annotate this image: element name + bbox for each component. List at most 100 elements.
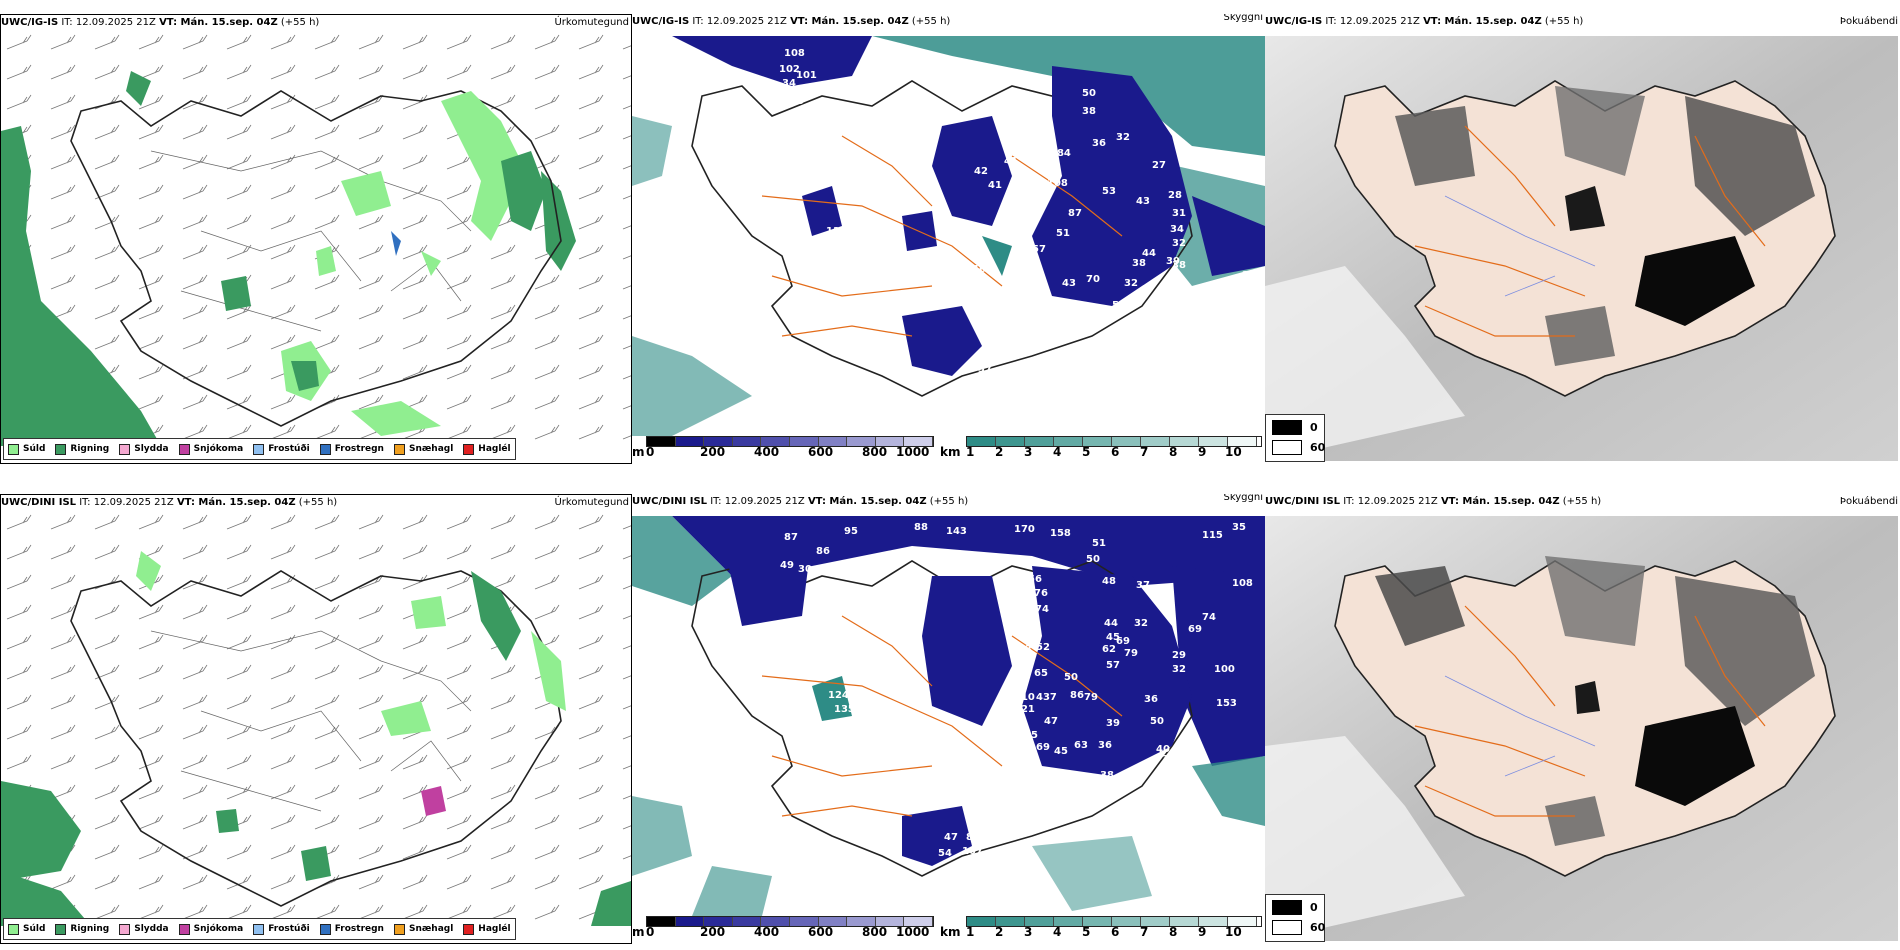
visibility-label: 32	[1172, 664, 1186, 675]
colorbar-cell	[647, 917, 676, 926]
colorbar-cell	[675, 437, 705, 446]
colorbar-cell	[1141, 917, 1170, 926]
visibility-label: 43	[1018, 644, 1032, 655]
visibility-label: 54	[938, 848, 952, 859]
visibility-labels: 87 95 88 143 170 158 115 35 86 51 50 49 30 48 37 108 56 7…	[780, 522, 1253, 883]
height-colorbar-cells	[646, 436, 934, 447]
height-tick: 1000	[896, 445, 930, 459]
visibility-unit: km	[940, 925, 961, 939]
visibility-label: 87	[784, 532, 798, 543]
height-tick: 200	[700, 445, 726, 459]
visibility-label: 437	[1036, 692, 1057, 703]
colorbar-cell	[996, 437, 1025, 446]
visibility-label: 44	[1142, 248, 1156, 259]
visibility-label: 38	[1100, 770, 1114, 781]
colorbar-cell	[1228, 917, 1257, 926]
visibility-label: 30	[798, 564, 812, 575]
visibility-label: 51	[1092, 538, 1106, 549]
height-tick: 800	[862, 925, 888, 939]
visibility-label: 50	[1082, 88, 1096, 99]
cloud-legend-dark: 0	[1272, 420, 1318, 435]
visibility-label: 57	[1032, 244, 1046, 255]
visibility-label: 32	[1116, 132, 1130, 143]
colorbar-cell	[1112, 917, 1141, 926]
legend-item: Frostregn	[319, 923, 384, 935]
visibility-label: 39	[1166, 256, 1180, 267]
height-colorbar: m 0 200 400 600 800 1000	[632, 436, 934, 464]
legend-swatch	[8, 923, 19, 935]
visibility-label: 39	[1106, 718, 1120, 729]
visibility-label: 107	[962, 846, 983, 857]
legend-item: Haglél	[463, 443, 511, 455]
panel-title: Þokuábendi	[1839, 16, 1898, 27]
visibility-label: 32	[1172, 238, 1186, 249]
visibility-label: 74	[1202, 612, 1216, 623]
legend-item: Frostregn	[319, 443, 384, 455]
height-colorbar-cells	[646, 916, 934, 927]
legend-swatch	[319, 443, 331, 455]
colorbar-cell	[818, 437, 848, 446]
legend-item: Haglél	[463, 923, 511, 935]
visibility-colorbar: km 1 2 3 4 5 6 7 8 9 10	[940, 436, 1262, 464]
visibility-label: 86	[816, 546, 830, 557]
precip-panel-row1: UWC/IG-IS IT: 12.09.2025 21Z VT: Mán. 15…	[0, 14, 632, 464]
colorbar-cell	[996, 917, 1025, 926]
panel-header: UWC/IG-IS IT: 12.09.2025 21Z VT: Mán. 15…	[1265, 16, 1584, 27]
visibility-label: 45	[1106, 632, 1120, 643]
visibility-label: 49	[780, 560, 794, 571]
visibility-label: 121	[1014, 704, 1035, 715]
colorbar-cell	[1199, 917, 1228, 926]
visibility-label: 50	[1064, 672, 1078, 683]
visibility-label: 57	[766, 96, 780, 107]
visibility-tick: 3	[1024, 925, 1033, 939]
visibility-label: 52	[1096, 312, 1110, 323]
visibility-label: 36	[1144, 694, 1158, 705]
legend-item: Snæhagl	[393, 923, 453, 935]
legend-item: Rigning	[55, 923, 109, 935]
visibility-label: 43	[1136, 196, 1150, 207]
colorbar-cell	[967, 917, 996, 926]
colorbar-cell	[704, 437, 733, 446]
visibility-label: 170	[1014, 524, 1035, 535]
visibility-tick: 6	[1111, 445, 1120, 459]
legend-swatch	[253, 923, 265, 935]
height-tick: 200	[700, 925, 726, 939]
colorbar-cell	[647, 437, 676, 446]
cloud-legend: 0 60	[1265, 414, 1325, 462]
visibility-tick: 6	[1111, 925, 1120, 939]
visibility-label: 110	[1014, 692, 1035, 703]
visibility-label: 22	[962, 396, 976, 407]
visibility-tick: 4	[1053, 925, 1062, 939]
colorbar-cell	[1054, 437, 1083, 446]
colorbar-cell	[1170, 437, 1199, 446]
visibility-label: 48	[1102, 576, 1116, 587]
visibility-label: 68	[844, 256, 858, 267]
panel-header: UWC/DINI ISL IT: 12.09.2025 21Z VT: Mán.…	[1, 497, 338, 508]
visibility-label: 38	[1132, 258, 1146, 269]
height-tick: 800	[862, 445, 888, 459]
visibility-label: 68	[1014, 210, 1028, 221]
legend-item: Súld	[8, 443, 45, 455]
visibility-label: 108	[784, 48, 805, 59]
legend-swatch-light	[1272, 440, 1302, 455]
colorbar-cell	[1170, 917, 1199, 926]
colorbar-cell	[1228, 437, 1257, 446]
visibility-tick: 9	[1198, 445, 1207, 459]
visibility-tick: 8	[1169, 925, 1178, 939]
visibility-label: 35	[1232, 522, 1246, 533]
legend-swatch	[178, 923, 190, 935]
visibility-tick: 2	[995, 925, 1004, 939]
visibility-label: 132	[1222, 286, 1243, 297]
visibility-label: 158	[1050, 528, 1071, 539]
visibility-label: 153	[1216, 698, 1237, 709]
height-colorbar: m 0 200 400 600 800 1000	[632, 916, 934, 944]
cloud-map	[1265, 516, 1898, 941]
visibility-label: 65	[1034, 668, 1048, 679]
colorbar-cell	[1112, 437, 1141, 446]
visibility-label: 41	[988, 180, 1002, 191]
colorbar-cell	[967, 437, 996, 446]
legend-swatch	[8, 443, 19, 455]
visibility-label: 76	[1034, 588, 1048, 599]
legend-swatch	[393, 923, 405, 935]
colorbar-cell	[1025, 917, 1054, 926]
